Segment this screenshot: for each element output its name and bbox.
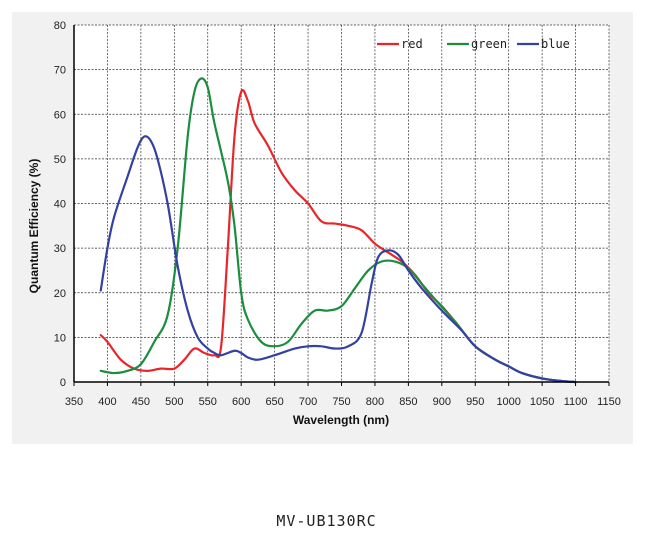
x-tick-label: 500	[165, 396, 183, 408]
qe-chart: 350 400 450 500 550 600 650 700 750 800 850 900 950 1…	[27, 20, 621, 427]
x-tick-label: 1100	[564, 396, 588, 408]
x-tick-label: 450	[132, 396, 150, 408]
x-tick-label: 600	[232, 396, 250, 408]
y-tick-label: 20	[54, 288, 66, 300]
y-tick-label: 50	[54, 154, 66, 166]
legend-label-red: red	[401, 37, 423, 51]
camera-model-caption: MV-UB130RC	[276, 512, 377, 530]
y-tick-label: 10	[54, 332, 66, 344]
y-axis-title: Quantum Efficiency (%)	[27, 159, 41, 294]
chart-panel: 350 400 450 500 550 600 650 700 750 800 850 900 950 1…	[12, 12, 633, 444]
y-tick-label: 40	[54, 199, 66, 211]
y-tick-label: 70	[54, 65, 66, 77]
x-tick-label: 650	[265, 396, 283, 408]
x-tick-label: 950	[466, 396, 484, 408]
x-tick-label: 1000	[496, 396, 520, 408]
x-tick-label: 350	[65, 396, 83, 408]
series-layer	[99, 77, 577, 384]
x-tick-label: 900	[433, 396, 451, 408]
tick-labels: 350 400 450 500 550 600 650 700 750 800 850 900 950 1…	[54, 20, 621, 408]
x-tick-label: 850	[399, 396, 417, 408]
legend-label-blue: blue	[541, 37, 570, 51]
x-tick-label: 550	[199, 396, 217, 408]
x-tick-label: 1150	[597, 396, 621, 408]
x-tick-label: 400	[98, 396, 116, 408]
x-tick-label: 750	[332, 396, 350, 408]
y-tick-label: 60	[54, 109, 66, 121]
legend-label-green: green	[471, 37, 507, 51]
y-tick-label: 80	[54, 20, 66, 32]
x-axis-title: Wavelength (nm)	[293, 413, 389, 427]
x-tick-label: 700	[299, 396, 317, 408]
y-tick-label: 0	[60, 377, 66, 389]
x-tick-label: 800	[366, 396, 384, 408]
y-tick-label: 30	[54, 243, 66, 255]
grid	[73, 24, 610, 383]
series-line-blue	[99, 135, 577, 384]
x-tick-label: 1050	[530, 396, 554, 408]
legend: red green blue	[377, 37, 570, 51]
